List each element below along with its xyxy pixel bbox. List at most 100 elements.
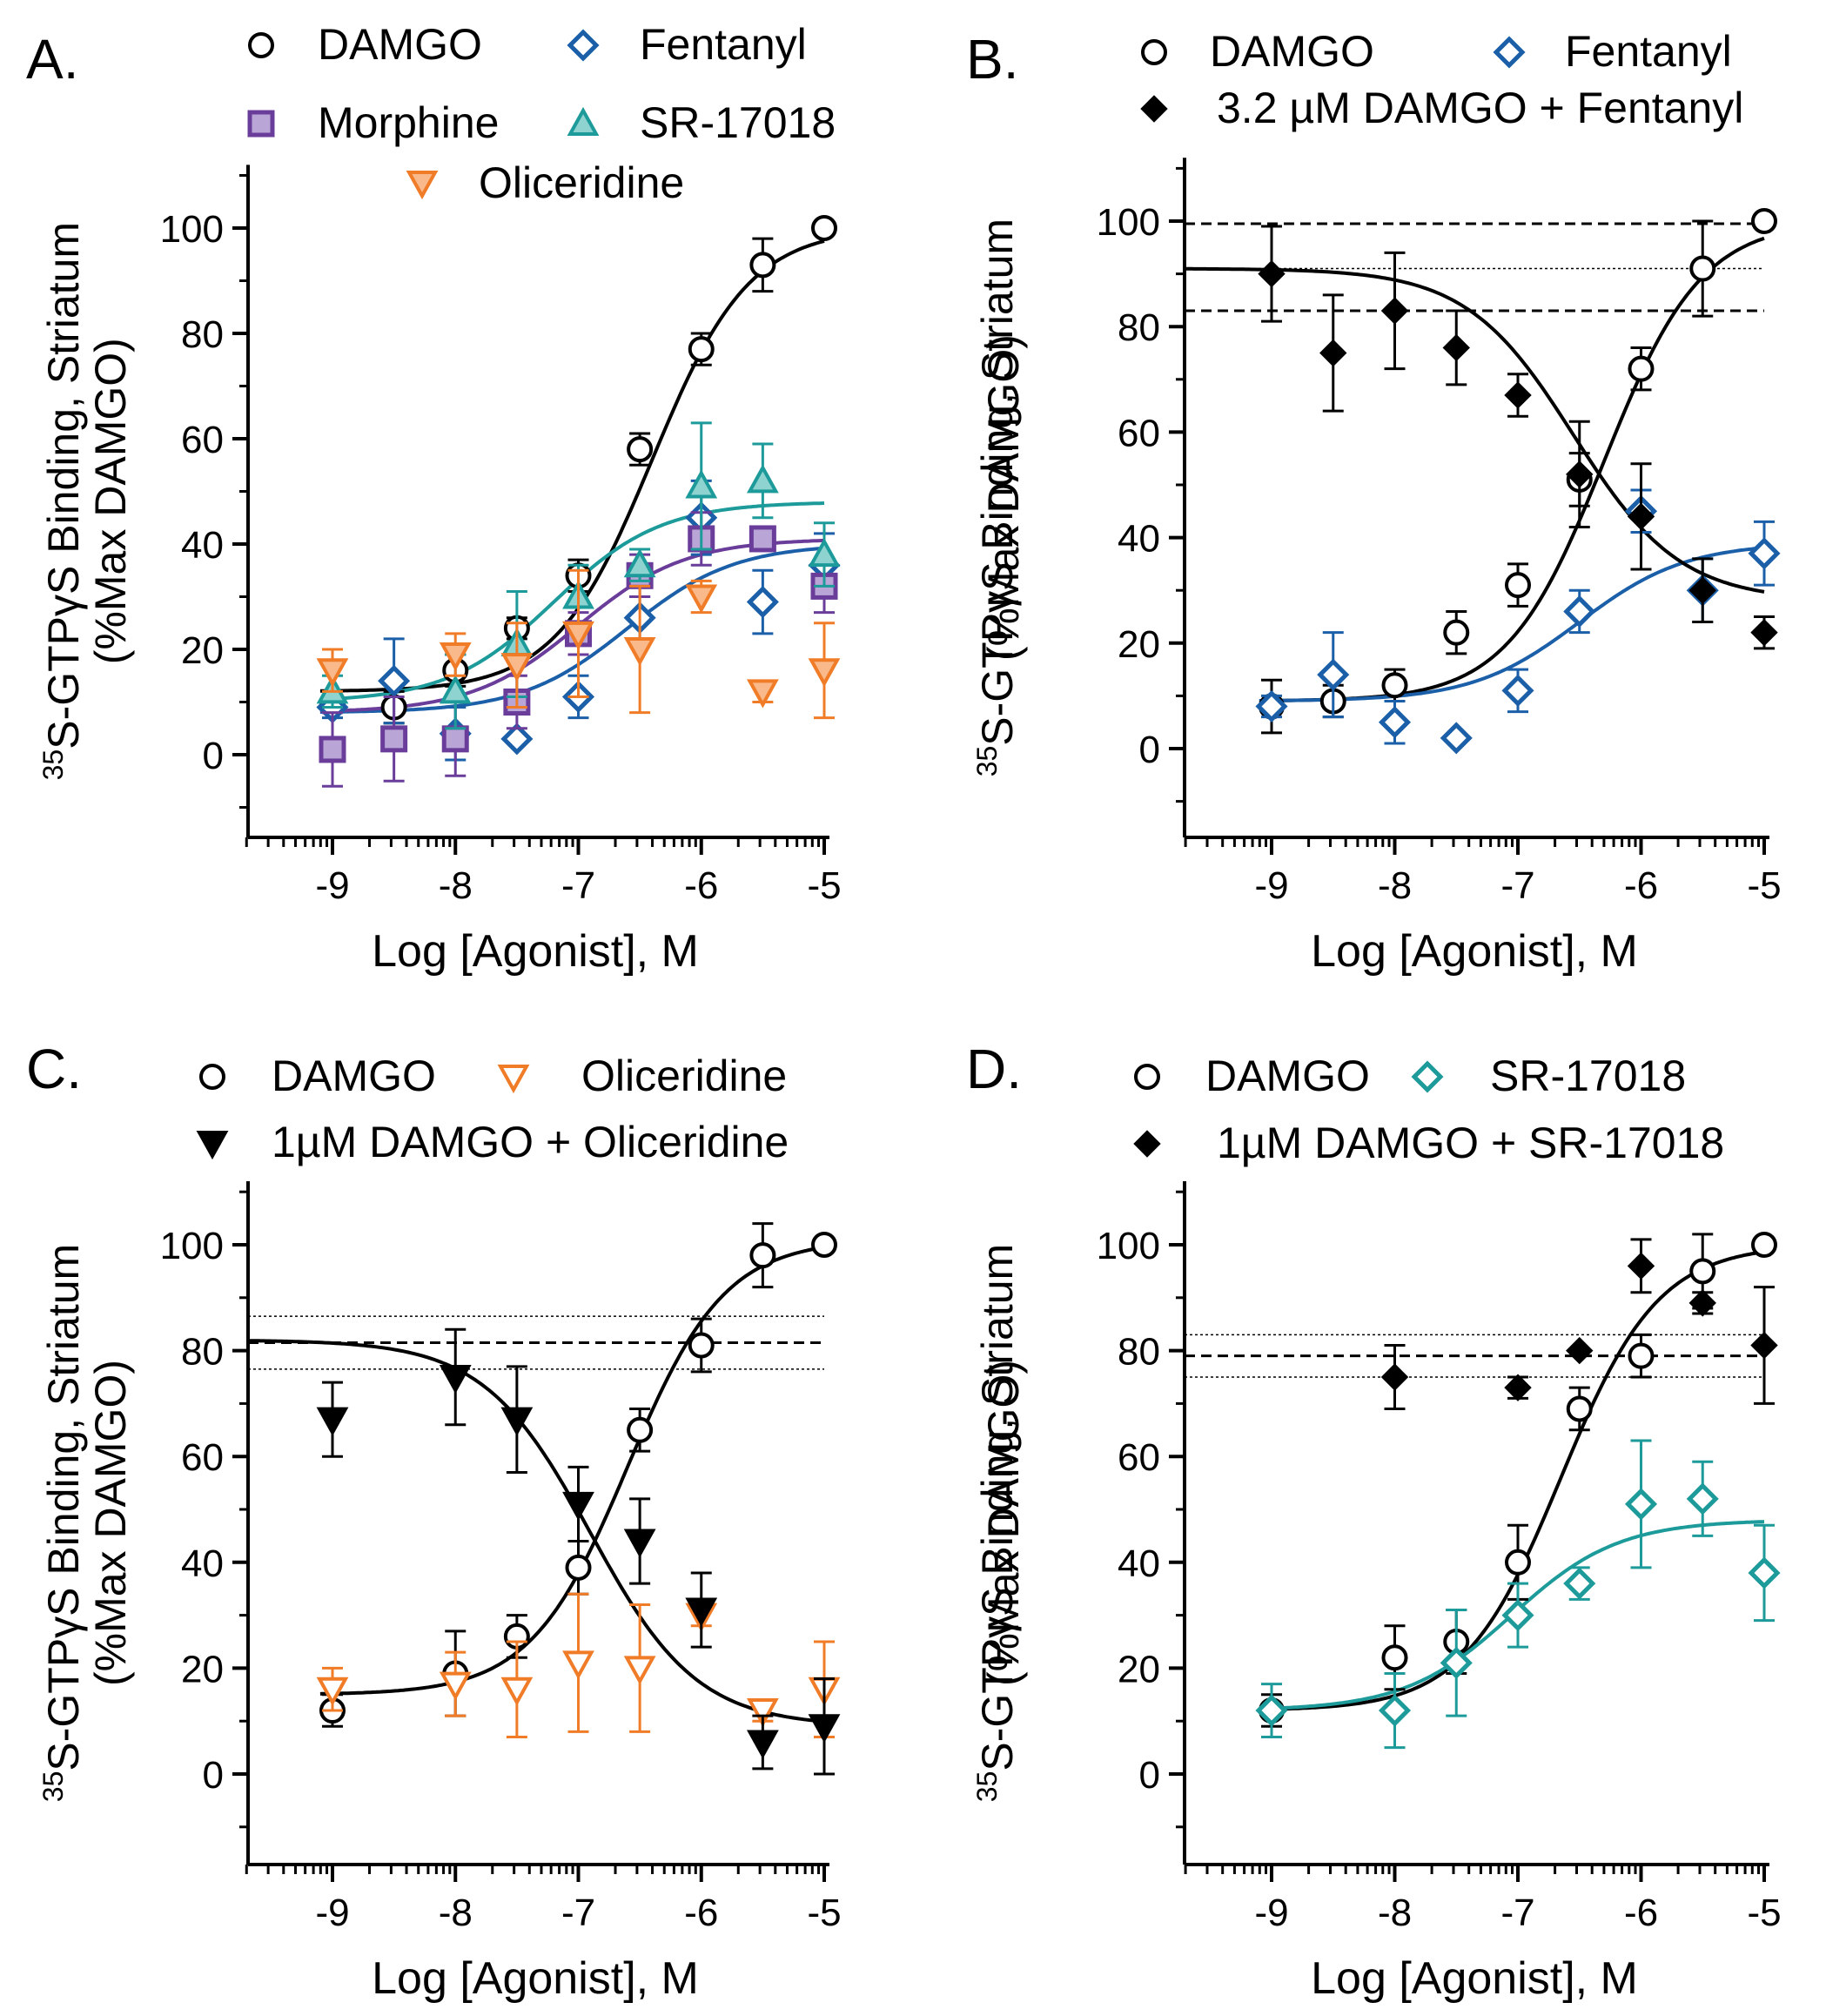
y-axis-label-text: S-GTPγS Binding, Striatum [39,1244,88,1771]
data-point [1750,618,1778,647]
x-tick-label: -7 [561,1892,595,1934]
data-point [623,637,656,667]
x-tick-label: -5 [1747,864,1781,907]
data-point [746,464,779,494]
data-point [808,658,841,688]
legend-item: Oliceridine [497,1052,787,1100]
data-point [685,584,718,614]
data-point [1748,537,1781,570]
legend-item: DAMGO [199,1052,436,1100]
legend-label: Morphine [318,98,499,147]
x-axis-label: Log [Agonist], M [372,1953,699,2004]
data-point [1566,460,1594,488]
x-tick-label: -7 [1500,1892,1534,1934]
x-tick-label: -8 [439,1892,473,1934]
y-tick-label: 100 [1097,201,1160,244]
y-tick-label: 80 [181,1331,224,1374]
x-tick-label: -8 [1378,864,1412,907]
x-tick-label: -6 [1624,1892,1658,1934]
data-point [439,1365,472,1394]
y-tick-label: 40 [181,524,224,567]
data-point [1686,1482,1719,1515]
legend-marker [406,171,439,200]
x-tick-label: -6 [684,864,718,907]
x-axis-label: Log [Agonist], M [1311,926,1638,977]
data-point [441,725,469,753]
data-point [746,679,779,709]
legend-marker [247,110,275,138]
data-point [1378,1694,1412,1727]
x-tick-label: -9 [1254,864,1288,907]
legend-item: Oliceridine [406,158,684,207]
legend-label: Fentanyl [640,20,807,69]
data-point [1505,1549,1531,1576]
y-tick-label: 40 [181,1542,224,1585]
legend-item: Morphine [247,98,499,147]
data-point [811,1232,837,1258]
data-point [749,252,776,279]
legend-marker [1134,1064,1160,1090]
data-point [1563,1567,1596,1600]
data-point [1255,689,1288,723]
data-point [1317,658,1350,691]
legend-marker [199,1064,225,1090]
legend-marker [1411,1060,1444,1093]
y-axis-label-superscript: 35 [37,749,69,781]
data-point [562,621,594,650]
series-3 [1258,225,1778,650]
legend-marker [497,1065,530,1094]
panel-label: C. [26,1038,82,1100]
panel-label: A. [26,28,78,91]
y-tick-label: 0 [203,735,224,777]
y-tick-label: 60 [181,1436,224,1479]
legend-item: DAMGO [1134,1052,1370,1100]
y-tick-label: 40 [1118,518,1160,561]
data-point [746,586,779,619]
data-point [316,1407,349,1436]
data-point [1748,1556,1781,1589]
fit-curve-1 [1259,1250,1765,1711]
data-point [1628,1342,1655,1369]
data-point [1689,255,1716,282]
y-tick-label: 80 [1118,1331,1160,1374]
x-tick-label: -7 [1500,864,1534,907]
y-tick-label: 80 [1118,306,1160,349]
legend-label: DAMGO [1205,1052,1370,1100]
x-tick-label: -7 [561,864,595,907]
series-5 [316,568,841,720]
y-tick-label: 0 [1139,1754,1160,1797]
data-point [1750,1331,1778,1360]
data-point [500,722,534,756]
chart-panel-2: B. 0 20 40 60 80 100 -9 -8 -7 -6 -5 Log [Agonist], M… [966,27,1782,977]
y-axis-label-superscript: 35 [37,1771,69,1803]
x-axis-label: Log [Agonist], M [372,926,699,977]
legend-label: Oliceridine [479,158,684,207]
data-point [623,1529,656,1558]
y-axis-label-2: (%Max DAMGO) [979,334,1028,661]
y-tick-label: 100 [1097,1225,1160,1267]
panel-label: D. [966,1038,1022,1100]
y-axis-label-superscript: 35 [971,746,1003,777]
y-tick-label: 20 [1118,623,1160,666]
data-point [1501,674,1534,707]
y-axis-label-2: (%Max DAMGO) [86,338,135,664]
legend-label: DAMGO [272,1052,436,1100]
legend-marker [196,1131,229,1160]
data-point [746,1698,779,1728]
data-point [749,525,776,553]
fit-curve-3 [1185,266,1765,594]
x-tick-label: -8 [439,864,473,907]
legend-label: 3.2 µM DAMGO + Fentanyl [1217,84,1743,132]
x-axis-label: Log [Agonist], M [1311,1953,1638,2004]
data-point [1440,722,1473,755]
data-point [1627,1252,1655,1280]
data-point [1566,1336,1594,1365]
legend-label: 1µM DAMGO + Oliceridine [272,1118,789,1166]
data-point [808,537,841,568]
fit-curve-1 [319,239,825,693]
series-1 [1259,208,1777,735]
y-axis-label-text: S-GTPγS Binding, Striatum [973,1244,1022,1771]
data-point [1566,1395,1593,1422]
data-point [316,1677,349,1706]
